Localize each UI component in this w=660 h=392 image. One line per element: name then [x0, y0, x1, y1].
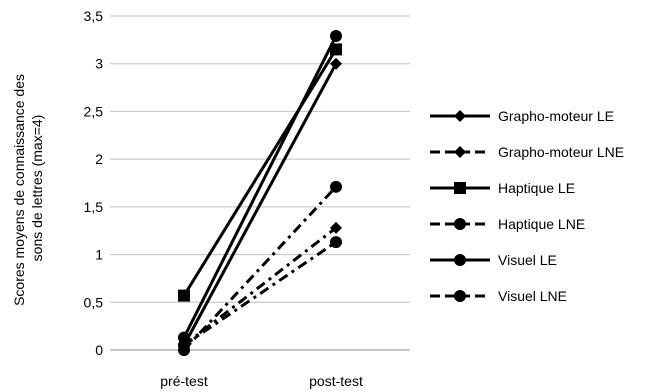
- data-point: [330, 43, 342, 56]
- legend-item: Haptique LNE: [430, 216, 585, 232]
- series-3: [178, 43, 342, 302]
- data-point: [330, 57, 342, 70]
- x-tick-label: pré-test: [160, 373, 208, 389]
- y-tick-label: 3: [95, 56, 103, 72]
- series-line: [183, 240, 337, 347]
- y-tick-label: 1: [95, 247, 103, 263]
- data-point: [330, 30, 342, 43]
- y-axis-tick-labels: 0 0,5 1 1,5 2 2,5 3 3,5: [84, 8, 104, 358]
- y-axis-label-line-2: sons de lettres (max=4): [29, 115, 45, 262]
- legend-label: Grapho-moteur LNE: [498, 144, 624, 160]
- series-line: [182, 63, 338, 346]
- x-tick-label: post-test: [309, 373, 363, 389]
- legend-item: Haptique LE: [430, 180, 575, 196]
- legend-marker: [454, 290, 466, 302]
- legend-label: Haptique LNE: [498, 216, 585, 232]
- legend-item: Grapho-moteur LNE: [430, 144, 624, 160]
- legend-label: Visuel LNE: [498, 288, 567, 304]
- series-line: [182, 48, 338, 297]
- legend-item: Visuel LE: [430, 252, 557, 268]
- data-point: [330, 236, 342, 249]
- legend-marker: [454, 182, 466, 194]
- y-tick-label: 0: [95, 342, 103, 358]
- x-axis-tick-labels: pré-test post-test: [160, 373, 363, 389]
- legend-marker: [454, 218, 466, 230]
- legend-label: Haptique LE: [498, 180, 575, 196]
- y-tick-label: 0,5: [84, 294, 104, 310]
- legend-label: Visuel LE: [498, 252, 557, 268]
- series-6: [178, 236, 342, 352]
- y-axis-label-line-1: Scores moyens de connaissance des: [11, 74, 27, 306]
- series-line: [182, 35, 338, 339]
- data-point: [178, 339, 190, 352]
- grid-lines: [110, 15, 410, 351]
- series-5: [178, 30, 342, 344]
- data-point: [330, 180, 342, 193]
- y-tick-label: 1,5: [84, 199, 104, 215]
- legend-marker: [454, 110, 466, 122]
- data-point: [330, 221, 342, 234]
- y-tick-label: 2,5: [84, 103, 104, 119]
- series-1: [178, 57, 342, 352]
- y-axis-label: Scores moyens de connaissance des sons d…: [11, 70, 45, 306]
- legend-label: Grapho-moteur LE: [498, 108, 614, 124]
- y-tick-label: 2: [95, 151, 103, 167]
- series-lines: [178, 30, 342, 356]
- series-line: [182, 185, 338, 352]
- legend-marker: [454, 254, 466, 266]
- legend-marker: [454, 146, 466, 158]
- series-line: [183, 226, 337, 347]
- y-tick-label: 3,5: [84, 8, 104, 24]
- legend: Grapho-moteur LE Grapho-moteur LNE Haptiqu…: [430, 108, 624, 304]
- legend-item: Grapho-moteur LE: [430, 108, 614, 124]
- legend-item: Visuel LNE: [430, 288, 567, 304]
- data-point: [178, 289, 190, 302]
